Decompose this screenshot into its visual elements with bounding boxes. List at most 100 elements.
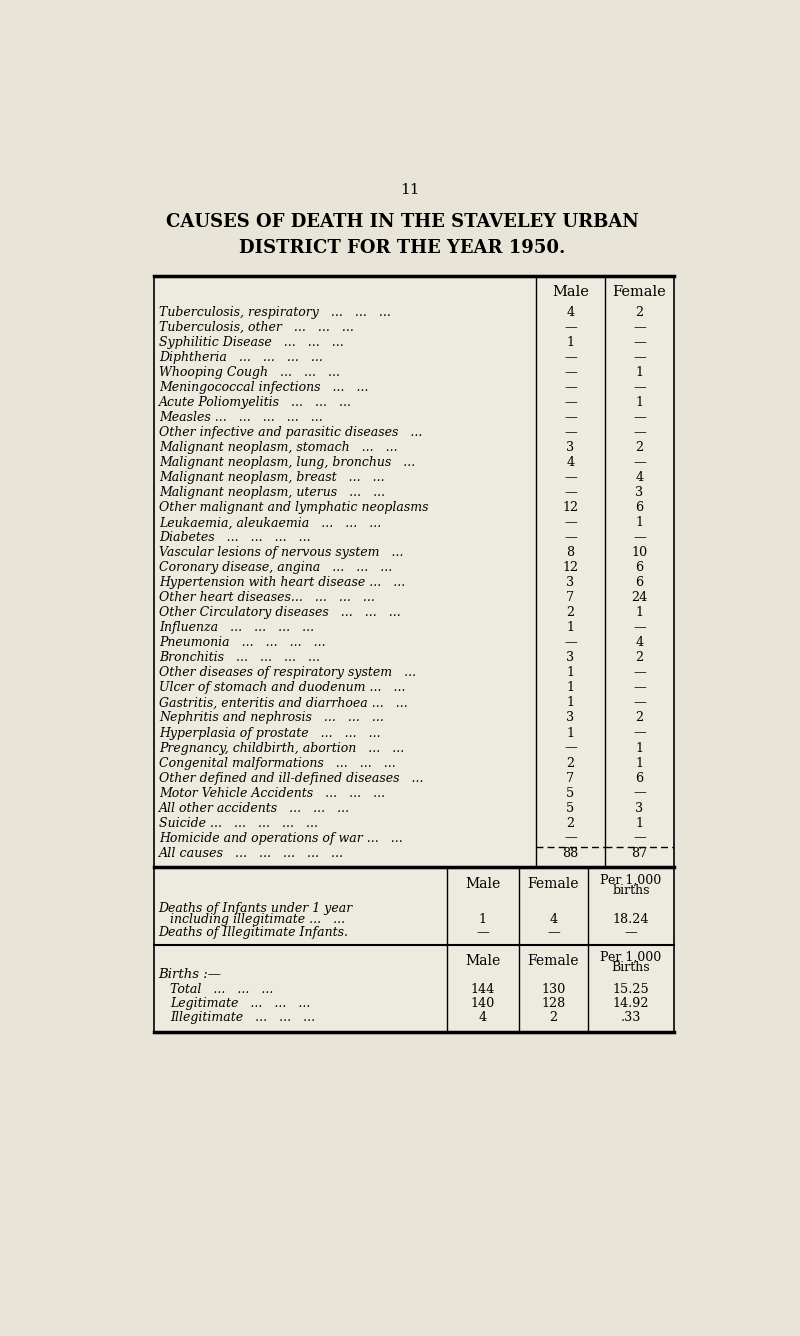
Text: 3: 3 [566,441,574,454]
Text: CAUSES OF DEATH IN THE STAVELEY URBAN: CAUSES OF DEATH IN THE STAVELEY URBAN [166,212,638,231]
Text: Tuberculosis, other   ...   ...   ...: Tuberculosis, other ... ... ... [159,321,354,334]
Text: 18.24: 18.24 [613,914,649,926]
Text: Gastritis, enteritis and diarrhoea ...   ...: Gastritis, enteritis and diarrhoea ... .… [159,696,408,709]
Text: Diphtheria   ...   ...   ...   ...: Diphtheria ... ... ... ... [159,351,322,365]
Text: 88: 88 [562,847,578,860]
Text: —: — [547,926,560,939]
Text: 3: 3 [635,802,643,815]
Text: 8: 8 [566,546,574,560]
Text: —: — [633,621,646,635]
Text: —: — [564,381,577,394]
Text: 1: 1 [635,397,643,409]
Text: —: — [633,381,646,394]
Text: —: — [564,516,577,529]
Text: Malignant neoplasm, breast   ...   ...: Malignant neoplasm, breast ... ... [159,472,385,484]
Text: Measles ...   ...   ...   ...   ...: Measles ... ... ... ... ... [159,411,322,425]
Text: 2: 2 [550,1011,558,1025]
Text: 3: 3 [635,486,643,500]
Text: 2: 2 [566,607,574,620]
Text: —: — [564,532,577,544]
Text: —: — [633,321,646,334]
Text: 1: 1 [635,516,643,529]
Text: Bronchitis   ...   ...   ...   ...: Bronchitis ... ... ... ... [159,652,320,664]
Text: Births :—: Births :— [158,969,221,981]
Text: Acute Poliomyelitis   ...   ...   ...: Acute Poliomyelitis ... ... ... [159,397,352,409]
Text: Other infective and parasitic diseases   ...: Other infective and parasitic diseases .… [159,426,422,440]
Text: Other heart diseases...   ...   ...   ...: Other heart diseases... ... ... ... [159,592,374,604]
Text: 3: 3 [566,576,574,589]
Text: Nephritis and nephrosis   ...   ...   ...: Nephritis and nephrosis ... ... ... [159,712,384,724]
Text: —: — [625,926,638,939]
Text: Male: Male [466,954,501,967]
Text: 1: 1 [566,337,574,349]
Text: —: — [564,636,577,649]
Text: Influenza   ...   ...   ...   ...: Influenza ... ... ... ... [159,621,314,635]
Text: 3: 3 [566,652,574,664]
Text: 2: 2 [566,816,574,830]
Text: Total   ...   ...   ...: Total ... ... ... [170,983,273,997]
Text: —: — [633,681,646,695]
Text: —: — [564,426,577,440]
Text: —: — [564,351,577,365]
Text: Coronary disease, angina   ...   ...   ...: Coronary disease, angina ... ... ... [159,561,392,574]
Text: —: — [564,741,577,755]
Text: Female: Female [528,876,579,891]
Text: DISTRICT FOR THE YEAR 1950.: DISTRICT FOR THE YEAR 1950. [239,239,566,257]
Text: 14.92: 14.92 [613,998,649,1010]
Text: 1: 1 [566,621,574,635]
Text: 3: 3 [566,712,574,724]
Text: —: — [564,831,577,844]
Text: 2: 2 [566,756,574,770]
Text: —: — [477,926,490,939]
Text: Female: Female [528,954,579,967]
Text: Other Circulatory diseases   ...   ...   ...: Other Circulatory diseases ... ... ... [159,607,401,620]
Text: 7: 7 [566,592,574,604]
Bar [154,868,674,946]
Text: 87: 87 [631,847,647,860]
Text: Pneumonia   ...   ...   ...   ...: Pneumonia ... ... ... ... [159,636,326,649]
Text: Syphilitic Disease   ...   ...   ...: Syphilitic Disease ... ... ... [159,337,344,349]
Text: Other defined and ill-defined diseases   ...: Other defined and ill-defined diseases .… [159,772,423,784]
Text: Deaths of Infants under 1 year: Deaths of Infants under 1 year [158,902,352,915]
Text: 1: 1 [635,756,643,770]
Text: Births: Births [611,961,650,974]
Text: Illegitimate   ...   ...   ...: Illegitimate ... ... ... [170,1011,315,1025]
Text: 5: 5 [566,787,574,799]
Text: 1: 1 [566,681,574,695]
Text: Hypertension with heart disease ...   ...: Hypertension with heart disease ... ... [159,576,405,589]
Text: 140: 140 [470,998,495,1010]
Text: Male: Male [466,876,501,891]
Text: 5: 5 [566,802,574,815]
Text: 1: 1 [635,741,643,755]
Text: —: — [633,532,646,544]
Text: 2: 2 [635,652,643,664]
Text: 2: 2 [635,712,643,724]
Text: 1: 1 [479,914,487,926]
Text: Ulcer of stomach and duodenum ...   ...: Ulcer of stomach and duodenum ... ... [159,681,406,695]
Text: 11: 11 [400,183,420,198]
Text: —: — [633,426,646,440]
Text: 15.25: 15.25 [613,983,650,997]
Text: —: — [564,411,577,425]
Text: 4: 4 [635,636,643,649]
Text: 1: 1 [635,816,643,830]
Text: 6: 6 [635,576,643,589]
Text: 2: 2 [635,441,643,454]
Text: Per 1,000: Per 1,000 [600,950,662,963]
Text: —: — [564,397,577,409]
Text: —: — [633,831,646,844]
Text: —: — [564,472,577,484]
Text: 4: 4 [478,1011,487,1025]
Text: All other accidents   ...   ...   ...: All other accidents ... ... ... [159,802,350,815]
Text: 12: 12 [562,561,578,574]
Text: Per 1,000: Per 1,000 [600,874,662,886]
Text: 1: 1 [566,667,574,680]
Text: 4: 4 [635,472,643,484]
Text: births: births [612,884,650,898]
Text: 4: 4 [566,456,574,469]
Text: Diabetes   ...   ...   ...   ...: Diabetes ... ... ... ... [159,532,310,544]
Text: 1: 1 [566,696,574,709]
Text: Tuberculosis, respiratory   ...   ...   ...: Tuberculosis, respiratory ... ... ... [159,306,390,319]
Text: Legitimate   ...   ...   ...: Legitimate ... ... ... [170,998,310,1010]
Text: 1: 1 [635,607,643,620]
